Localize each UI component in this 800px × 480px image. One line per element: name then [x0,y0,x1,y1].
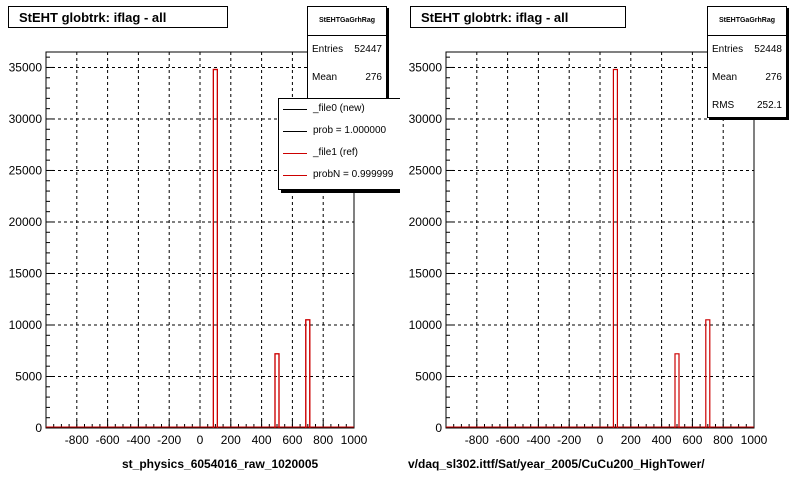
x-tick-label: 800 [313,433,333,447]
right-plot: 05000100001500020000250003000035000-800-… [409,51,768,447]
y-tick-label: 20000 [409,215,443,229]
legend-label: probN = 0.999999 [313,169,394,180]
x-tick-label: 1000 [741,433,768,447]
bar-primary [674,353,680,428]
legend-item: probN = 0.999999 [279,165,400,187]
y-tick-label: 0 [35,421,42,435]
plot-frame [45,51,355,429]
legend-item: _file1 (ref) [279,143,400,165]
plot-frame [445,51,755,429]
right-stats-header: StEHTGaGrhRag [708,7,786,36]
legend-label: _file0 (new) [313,103,365,114]
y-tick-label: 5000 [15,369,42,383]
bar-primary [612,68,618,428]
y-tick-label: 35000 [9,60,43,74]
y-tick-label: 30000 [9,112,43,126]
right-title: StEHT globtrk: iflag - all [410,6,626,28]
x-tick-label: -200 [157,433,181,447]
left-title: StEHT globtrk: iflag - all [8,6,228,28]
right-entries-value: 52448 [754,44,782,55]
left-stats-header: StEHTGaGrhRag [308,7,386,36]
bar-secondary [274,353,280,428]
legend-label: _file1 (ref) [313,147,359,158]
y-tick-label: 25000 [9,163,43,177]
x-tick-label: 600 [682,433,702,447]
x-tick-label: 200 [221,433,241,447]
x-tick-label: 400 [652,433,672,447]
y-tick-label: 25000 [409,163,443,177]
x-tick-label: -800 [65,433,89,447]
right-stats-rms: RMS 252.1 [708,92,786,120]
x-tick-label: -600 [496,433,520,447]
x-tick-label: -400 [526,433,550,447]
x-tick-label: -600 [96,433,120,447]
legend-line-ref [283,153,307,154]
x-tick-label: 0 [197,433,204,447]
legend-line-new [283,109,307,110]
left-stats-mean: Mean 276 [308,64,386,92]
left-mean-value: 276 [365,72,382,83]
left-stats-entries: Entries 52447 [308,36,386,64]
right-mean-value: 276 [765,72,782,83]
right-mean-label: Mean [712,72,738,83]
y-tick-label: 10000 [409,318,443,332]
bar-secondary [305,319,311,428]
x-tick-label: 200 [621,433,641,447]
legend-item: prob = 1.000000 [279,121,400,143]
legend-label: prob = 1.000000 [313,125,387,136]
left-mean-label: Mean [312,72,338,83]
x-tick-label: 1000 [341,433,368,447]
right-stats-entries: Entries 52448 [708,36,786,64]
right-stats-mean: Mean 276 [708,64,786,92]
y-tick-label: 0 [435,421,442,435]
y-tick-label: 35000 [409,60,443,74]
left-entries-value: 52447 [354,44,382,55]
bar-primary [705,319,711,428]
x-tick-label: -400 [126,433,150,447]
right-rms-value: 252.1 [756,100,782,111]
right-entries-label: Entries [712,44,744,55]
x-tick-label: -800 [465,433,489,447]
y-tick-label: 30000 [409,112,443,126]
right-run-label: v/daq_sl302.ittf/Sat/year_2005/CuCu200_H… [408,457,705,471]
legend-line-probn [283,175,307,176]
right-stats-box: StEHTGaGrhRag Entries 52448 Mean 276 RMS… [707,6,787,118]
right-panel: 0 5000 10000 15000 20000 25000 30000 35000 -800-… [400,0,800,480]
right-rms-label: RMS [712,100,735,111]
y-tick-label: 15000 [9,266,43,280]
legend-item: _file0 (new) [279,99,400,121]
x-tick-label: 400 [252,433,272,447]
x-tick-label: 0 [597,433,604,447]
x-tick-label: 800 [713,433,733,447]
y-tick-label: 5000 [415,369,442,383]
legend-line-prob [283,131,307,132]
left-panel: 0 5000 10000 15000 20000 25000 30000 35000 -800-… [8,6,400,471]
left-run-label: st_physics_6054016_raw_1020005 [122,457,319,471]
x-tick-label: -200 [557,433,581,447]
x-tick-label: 600 [282,433,302,447]
left-legend: _file0 (new) prob = 1.000000 _file1 (ref… [278,98,400,190]
y-tick-label: 15000 [409,266,443,280]
left-entries-label: Entries [312,44,344,55]
y-tick-label: 10000 [9,318,43,332]
bar-secondary [212,68,218,428]
y-tick-label: 20000 [9,215,43,229]
